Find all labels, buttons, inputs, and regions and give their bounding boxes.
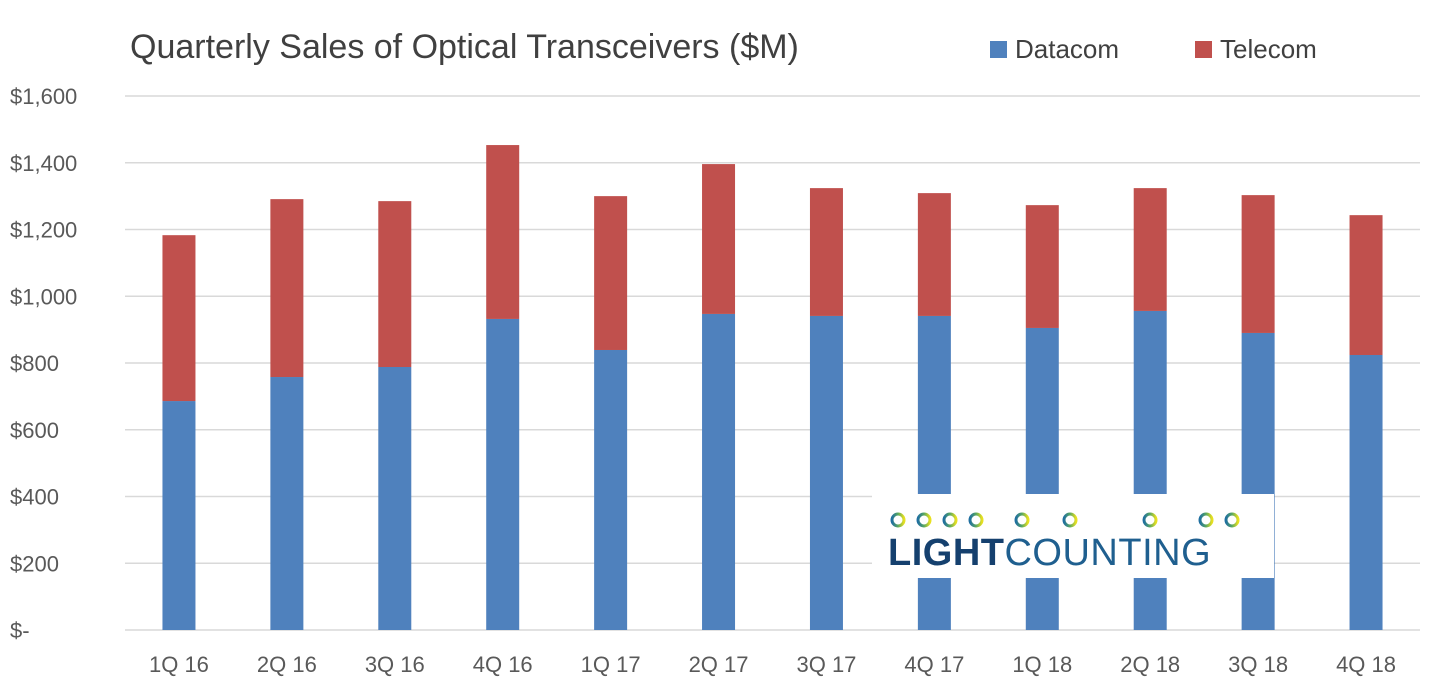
bar-telecom [917,193,951,316]
bar-datacom [1241,332,1275,630]
bar-telecom [1025,205,1059,328]
bar-datacom [1349,354,1383,630]
bar-datacom [162,401,196,630]
legend-item-telecom: Telecom [1195,34,1317,65]
bar-telecom [162,235,196,402]
x-tick-label: 1Q 16 [149,652,209,677]
x-tick-label: 3Q 18 [1228,652,1288,677]
y-tick-label: $800 [10,351,59,376]
bar-telecom [486,145,520,319]
legend-label: Datacom [1015,34,1120,64]
y-tick-label: $- [10,618,30,643]
bar-datacom [270,377,304,630]
legend-item-datacom: Datacom [990,34,1119,65]
x-tick-label: 2Q 18 [1120,652,1180,677]
lightcounting-logo: LIGHTCOUNTING [872,494,1274,578]
y-tick-label: $1,400 [10,151,77,176]
x-tick-label: 2Q 16 [257,652,317,677]
x-tick-label: 4Q 18 [1336,652,1396,677]
bar-datacom [594,349,628,630]
y-tick-label: $400 [10,485,59,510]
bar-datacom [809,315,843,630]
y-tick-label: $200 [10,551,59,576]
bar-telecom [1349,215,1383,355]
bar-telecom [378,201,412,368]
x-tick-label: 4Q 16 [473,652,533,677]
legend-swatch-telecom [1195,41,1212,58]
x-tick-label: 3Q 16 [365,652,425,677]
y-tick-label: $1,000 [10,284,77,309]
legend-swatch-datacom [990,41,1007,58]
bar-telecom [809,188,843,316]
y-tick-label: $1,600 [10,84,77,109]
x-tick-label: 1Q 17 [581,652,641,677]
legend-label: Telecom [1220,34,1317,64]
bar-telecom [702,164,736,314]
bar-datacom [1025,327,1059,630]
chart-title: Quarterly Sales of Optical Transceivers … [130,28,799,66]
bar-telecom [1133,188,1167,311]
y-tick-label: $1,200 [10,218,77,243]
x-tick-label: 1Q 18 [1012,652,1072,677]
bar-datacom [702,313,736,630]
bar-telecom [1241,195,1275,333]
bar-telecom [270,199,304,378]
x-tick-label: 4Q 17 [904,652,964,677]
bar-datacom [378,367,412,630]
x-tick-label: 3Q 17 [796,652,856,677]
y-tick-label: $600 [10,418,59,443]
bar-datacom [1133,310,1167,630]
logo-text: LIGHTCOUNTING [888,532,1212,574]
x-tick-label: 2Q 17 [689,652,749,677]
bar-datacom [486,318,520,630]
bar-datacom [917,315,951,630]
bar-telecom [594,196,628,350]
logo-dots-icon [880,512,1252,528]
